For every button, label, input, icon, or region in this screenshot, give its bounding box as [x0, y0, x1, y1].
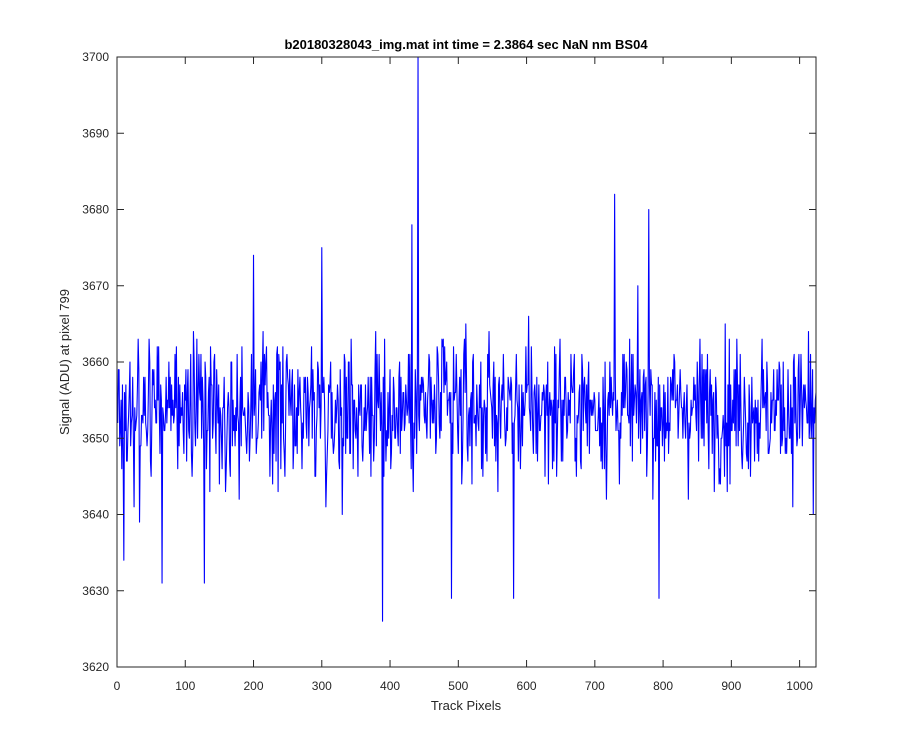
y-tick-label: 3640: [82, 508, 109, 522]
series-group: [117, 56, 817, 622]
x-tick-label: 600: [517, 679, 537, 693]
x-tick-label: 0: [114, 679, 121, 693]
y-tick-label: 3670: [82, 279, 109, 293]
x-tick-label: 800: [653, 679, 673, 693]
y-tick-label: 3650: [82, 431, 109, 445]
x-axis: 0 100 200 300 400 500 600 700 800 900 1000: [114, 57, 813, 693]
series-line: [117, 56, 817, 622]
x-tick-label: 400: [380, 679, 400, 693]
x-tick-label: 300: [312, 679, 332, 693]
y-tick-label: 3700: [82, 50, 109, 64]
y-tick-label: 3660: [82, 355, 109, 369]
y-tick-label: 3620: [82, 660, 109, 674]
x-axis-label: Track Pixels: [431, 698, 502, 713]
x-tick-label: 1000: [786, 679, 813, 693]
y-axis-label: Signal (ADU) at pixel 799: [57, 289, 72, 435]
x-tick-label: 500: [448, 679, 468, 693]
x-tick-label: 700: [585, 679, 605, 693]
x-tick-label: 100: [175, 679, 195, 693]
x-tick-label: 900: [721, 679, 741, 693]
y-tick-label: 3630: [82, 584, 109, 598]
y-axis: 3620 3630 3640 3650 3660 3670 3680 3690 3700: [82, 50, 816, 674]
x-tick-label: 200: [244, 679, 264, 693]
y-tick-label: 3690: [82, 126, 109, 140]
y-tick-label: 3680: [82, 203, 109, 217]
chart-title: b20180328043_img.mat int time = 2.3864 s…: [284, 37, 648, 52]
